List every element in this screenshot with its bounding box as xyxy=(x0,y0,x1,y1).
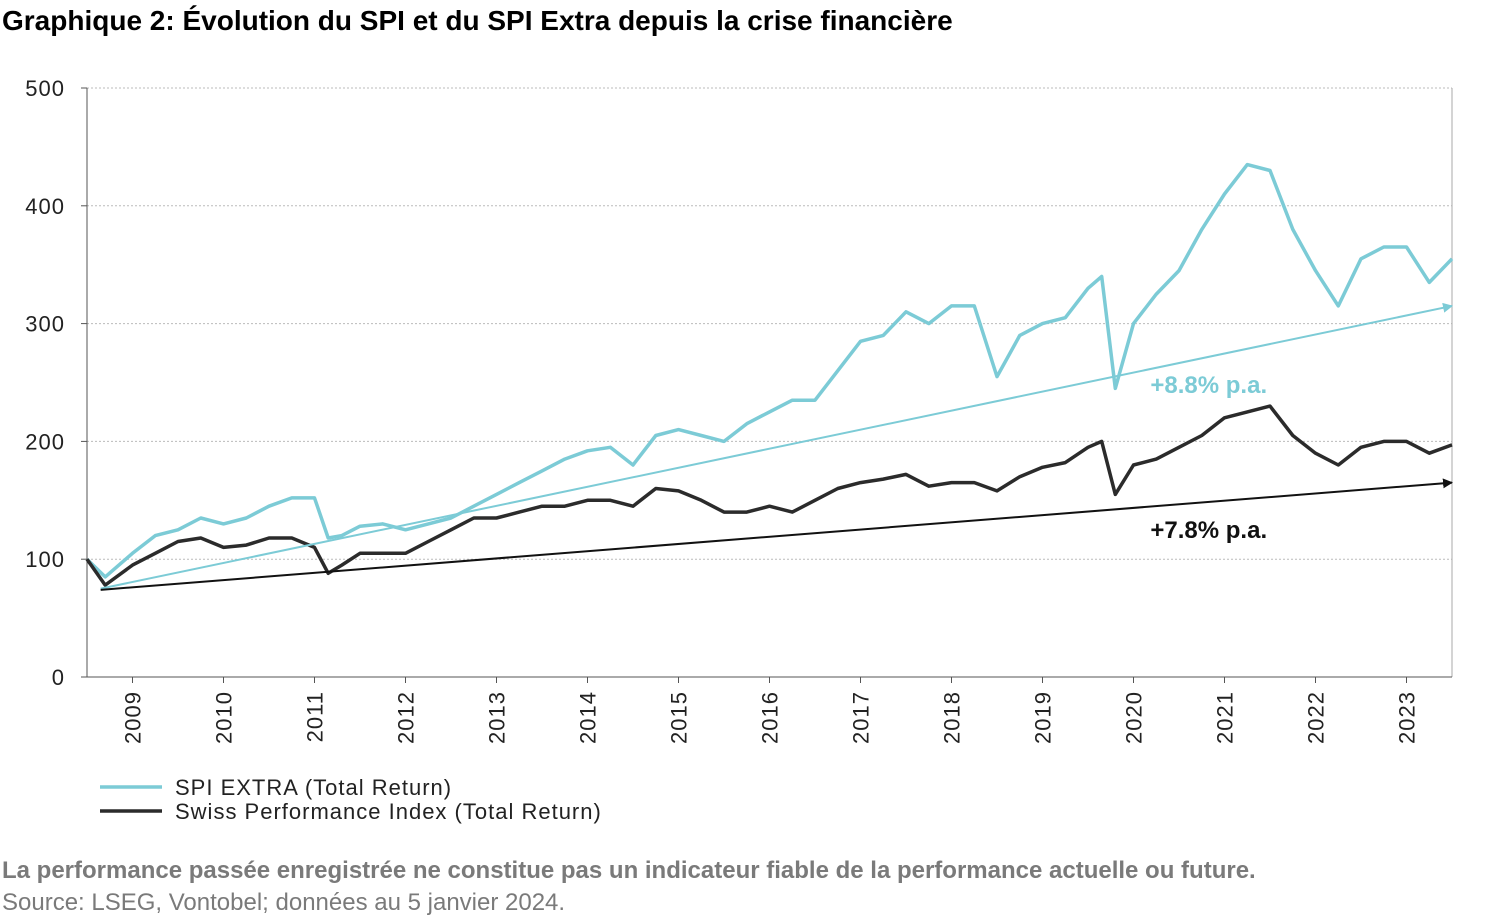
y-tick-label: 400 xyxy=(25,194,65,219)
trend-arrow xyxy=(100,302,1453,590)
x-tick-label: 2022 xyxy=(1304,691,1329,744)
x-tick-label: 2016 xyxy=(758,691,783,744)
trend-label: +8.8% p.a. xyxy=(1150,372,1267,399)
series-line xyxy=(85,162,1454,579)
y-tick-label: 500 xyxy=(25,76,65,101)
y-tick-label: 100 xyxy=(25,547,65,572)
disclaimer: La performance passée enregistrée ne con… xyxy=(2,857,1256,884)
trend-label: +7.8% p.a. xyxy=(1150,517,1267,544)
legend-label: SPI EXTRA (Total Return) xyxy=(175,775,452,800)
x-tick-label: 2018 xyxy=(940,691,965,744)
x-tick-label: 2009 xyxy=(121,691,146,744)
x-tick-label: 2014 xyxy=(576,691,601,744)
x-tick-label: 2010 xyxy=(212,691,237,744)
x-tick-label: 2020 xyxy=(1122,691,1147,744)
x-tick-label: 2012 xyxy=(394,691,419,744)
chart-title: Graphique 2: Évolution du SPI et du SPI … xyxy=(2,5,953,36)
y-tick-label: 0 xyxy=(52,665,65,690)
x-tick-label: 2023 xyxy=(1395,691,1420,744)
x-tick-label: 2021 xyxy=(1213,691,1238,744)
x-tick-label: 2019 xyxy=(1031,691,1056,744)
x-tick-label: 2017 xyxy=(849,691,874,744)
series-line xyxy=(85,404,1453,587)
y-tick-label: 200 xyxy=(25,429,65,454)
x-tick-label: 2015 xyxy=(667,691,692,744)
trend-arrow xyxy=(100,478,1453,591)
y-tick-label: 300 xyxy=(25,312,65,337)
source: Source: LSEG, Vontobel; données au 5 jan… xyxy=(2,889,565,916)
x-tick-label: 2011 xyxy=(303,691,328,742)
legend-label: Swiss Performance Index (Total Return) xyxy=(175,799,602,824)
x-tick-label: 2013 xyxy=(485,691,510,744)
